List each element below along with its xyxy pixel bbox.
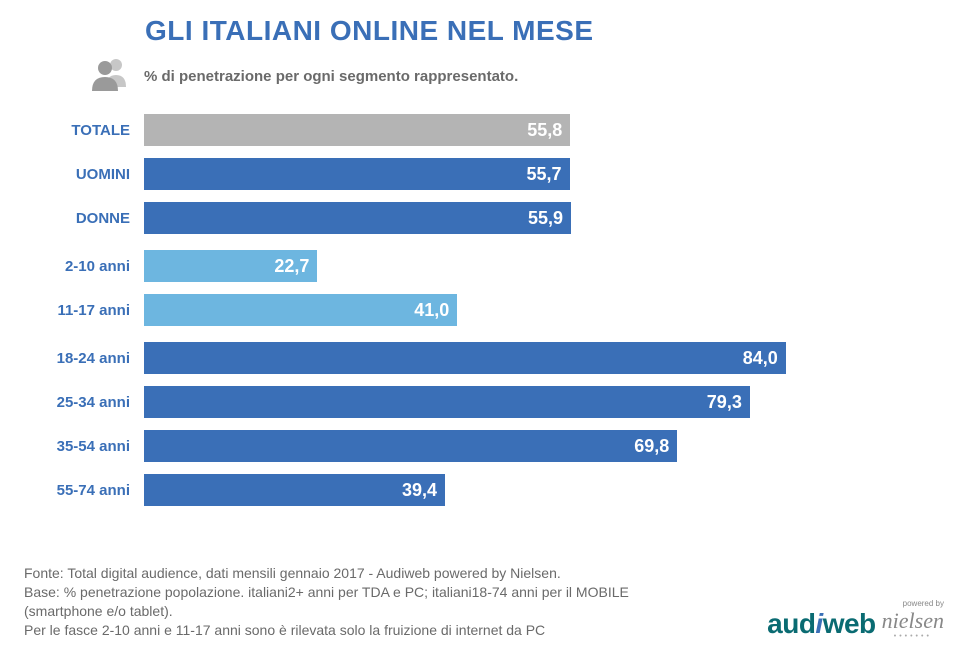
bar-value: 55,7 <box>527 164 562 185</box>
source-line: Per le fasce 2-10 anni e 11-17 anni sono… <box>24 622 545 638</box>
bar-track: 22,7 <box>144 250 908 282</box>
bar-chart: TOTALE 55,8 UOMINI 55,7 DONNE 55,9 2-10 anni 22… <box>0 114 968 506</box>
source-line: Fonte: Total digital audience, dati mens… <box>24 565 561 581</box>
footer: Fonte: Total digital audience, dati mens… <box>24 564 944 640</box>
chart-row: DONNE 55,9 <box>24 202 908 234</box>
bar-track: 41,0 <box>144 294 908 326</box>
bar-track: 79,3 <box>144 386 908 418</box>
audiweb-logo-part: web <box>823 608 876 639</box>
subtitle-row: % di penetrazione per ogni segmento rapp… <box>0 57 968 96</box>
bar-value: 22,7 <box>274 256 309 277</box>
row-label: UOMINI <box>24 166 144 183</box>
nielsen-dots-icon: ••••••• <box>882 633 944 640</box>
bar-track: 55,8 <box>144 114 908 146</box>
audiweb-logo-part: aud <box>767 608 815 639</box>
bar: 55,9 <box>144 202 571 234</box>
nielsen-logo: powered by nielsen ••••••• <box>882 600 944 640</box>
row-label: 55-74 anni <box>24 482 144 499</box>
audiweb-logo: audiweb <box>767 608 876 640</box>
chart-row: 11-17 anni 41,0 <box>24 294 908 326</box>
bar-value: 84,0 <box>743 348 778 369</box>
bar-track: 39,4 <box>144 474 908 506</box>
bar-track: 69,8 <box>144 430 908 462</box>
bar: 55,7 <box>144 158 570 190</box>
bar-value: 79,3 <box>707 392 742 413</box>
row-label: DONNE <box>24 210 144 227</box>
bar: 22,7 <box>144 250 317 282</box>
bar: 84,0 <box>144 342 786 374</box>
chart-subtitle: % di penetrazione per ogni segmento rapp… <box>144 68 518 85</box>
bar-value: 69,8 <box>634 436 669 457</box>
chart-row: 18-24 anni 84,0 <box>24 342 908 374</box>
chart-row: 25-34 anni 79,3 <box>24 386 908 418</box>
chart-row: 55-74 anni 39,4 <box>24 474 908 506</box>
bar-track: 55,9 <box>144 202 908 234</box>
chart-row: 35-54 anni 69,8 <box>24 430 908 462</box>
bar: 39,4 <box>144 474 445 506</box>
row-label: 25-34 anni <box>24 394 144 411</box>
bar-track: 84,0 <box>144 342 908 374</box>
nielsen-text: nielsen <box>882 608 944 633</box>
chart-row: 2-10 anni 22,7 <box>24 250 908 282</box>
bar-value: 55,9 <box>528 208 563 229</box>
logos: audiweb powered by nielsen ••••••• <box>767 600 944 640</box>
row-label: 18-24 anni <box>24 350 144 367</box>
audiweb-logo-part: i <box>815 608 822 639</box>
row-label: 35-54 anni <box>24 438 144 455</box>
bar-track: 55,7 <box>144 158 908 190</box>
bar: 55,8 <box>144 114 570 146</box>
bar-value: 41,0 <box>414 300 449 321</box>
bar: 69,8 <box>144 430 677 462</box>
chart-row: UOMINI 55,7 <box>24 158 908 190</box>
bar-value: 39,4 <box>402 480 437 501</box>
source-line: Base: % penetrazione popolazione. italia… <box>24 584 629 619</box>
bar: 79,3 <box>144 386 750 418</box>
powered-by-text: powered by <box>882 600 944 608</box>
bar-value: 55,8 <box>527 120 562 141</box>
row-label: 2-10 anni <box>24 258 144 275</box>
row-label: TOTALE <box>24 122 144 139</box>
row-label: 11-17 anni <box>24 302 144 319</box>
people-icon <box>90 57 132 96</box>
bar: 41,0 <box>144 294 457 326</box>
chart-title: GLI ITALIANI ONLINE NEL MESE <box>0 0 968 57</box>
source-text: Fonte: Total digital audience, dati mens… <box>24 564 704 640</box>
chart-row: TOTALE 55,8 <box>24 114 908 146</box>
